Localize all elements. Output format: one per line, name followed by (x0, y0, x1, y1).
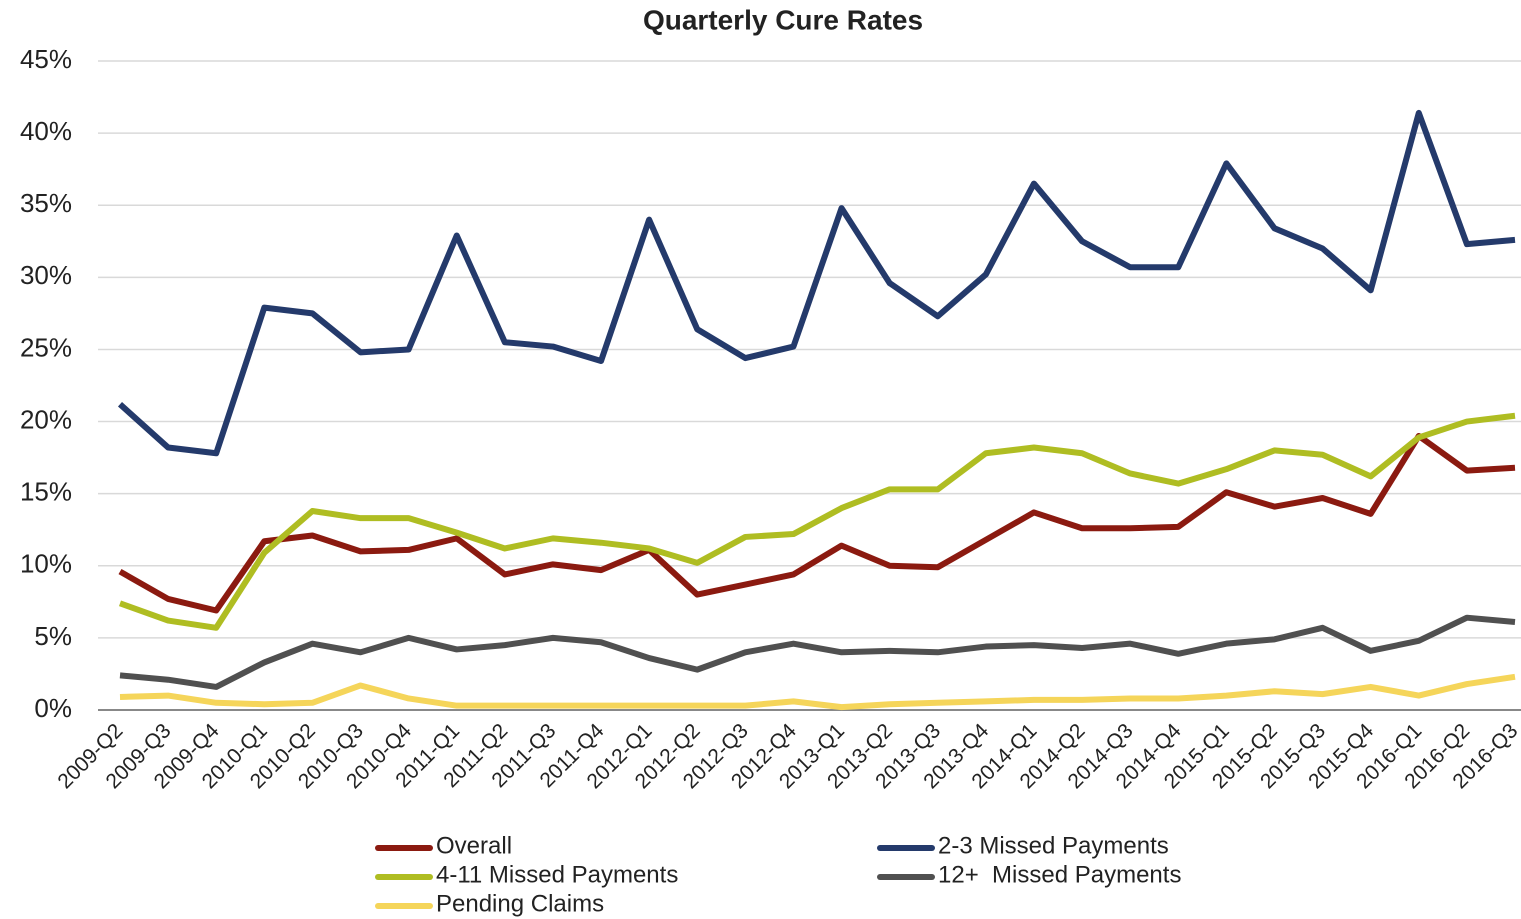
series-line (117, 109, 1516, 457)
y-tick-label: 5% (34, 621, 72, 651)
series-line (118, 412, 1516, 631)
legend-label: Overall (436, 832, 512, 859)
chart-title: Quarterly Cure Rates (643, 4, 923, 35)
series-line (118, 432, 1516, 614)
series-line (119, 673, 1516, 711)
series-line (119, 614, 1516, 690)
y-tick-label: 45% (20, 44, 72, 74)
y-tick-label: 0% (34, 693, 72, 723)
y-tick-label: 35% (20, 188, 72, 218)
legend-label: 2-3 Missed Payments (938, 832, 1169, 859)
y-tick-label: 30% (20, 260, 72, 290)
y-tick-label: 40% (20, 116, 72, 146)
legend-label: 12+ Missed Payments (938, 861, 1181, 888)
y-tick-label: 10% (20, 549, 72, 579)
legend-label: Pending Claims (436, 890, 604, 917)
y-tick-label: 20% (20, 404, 72, 434)
y-tick-label: 25% (20, 332, 72, 362)
y-tick-label: 15% (20, 477, 72, 507)
legend-label: 4-11 Missed Payments (436, 861, 678, 888)
